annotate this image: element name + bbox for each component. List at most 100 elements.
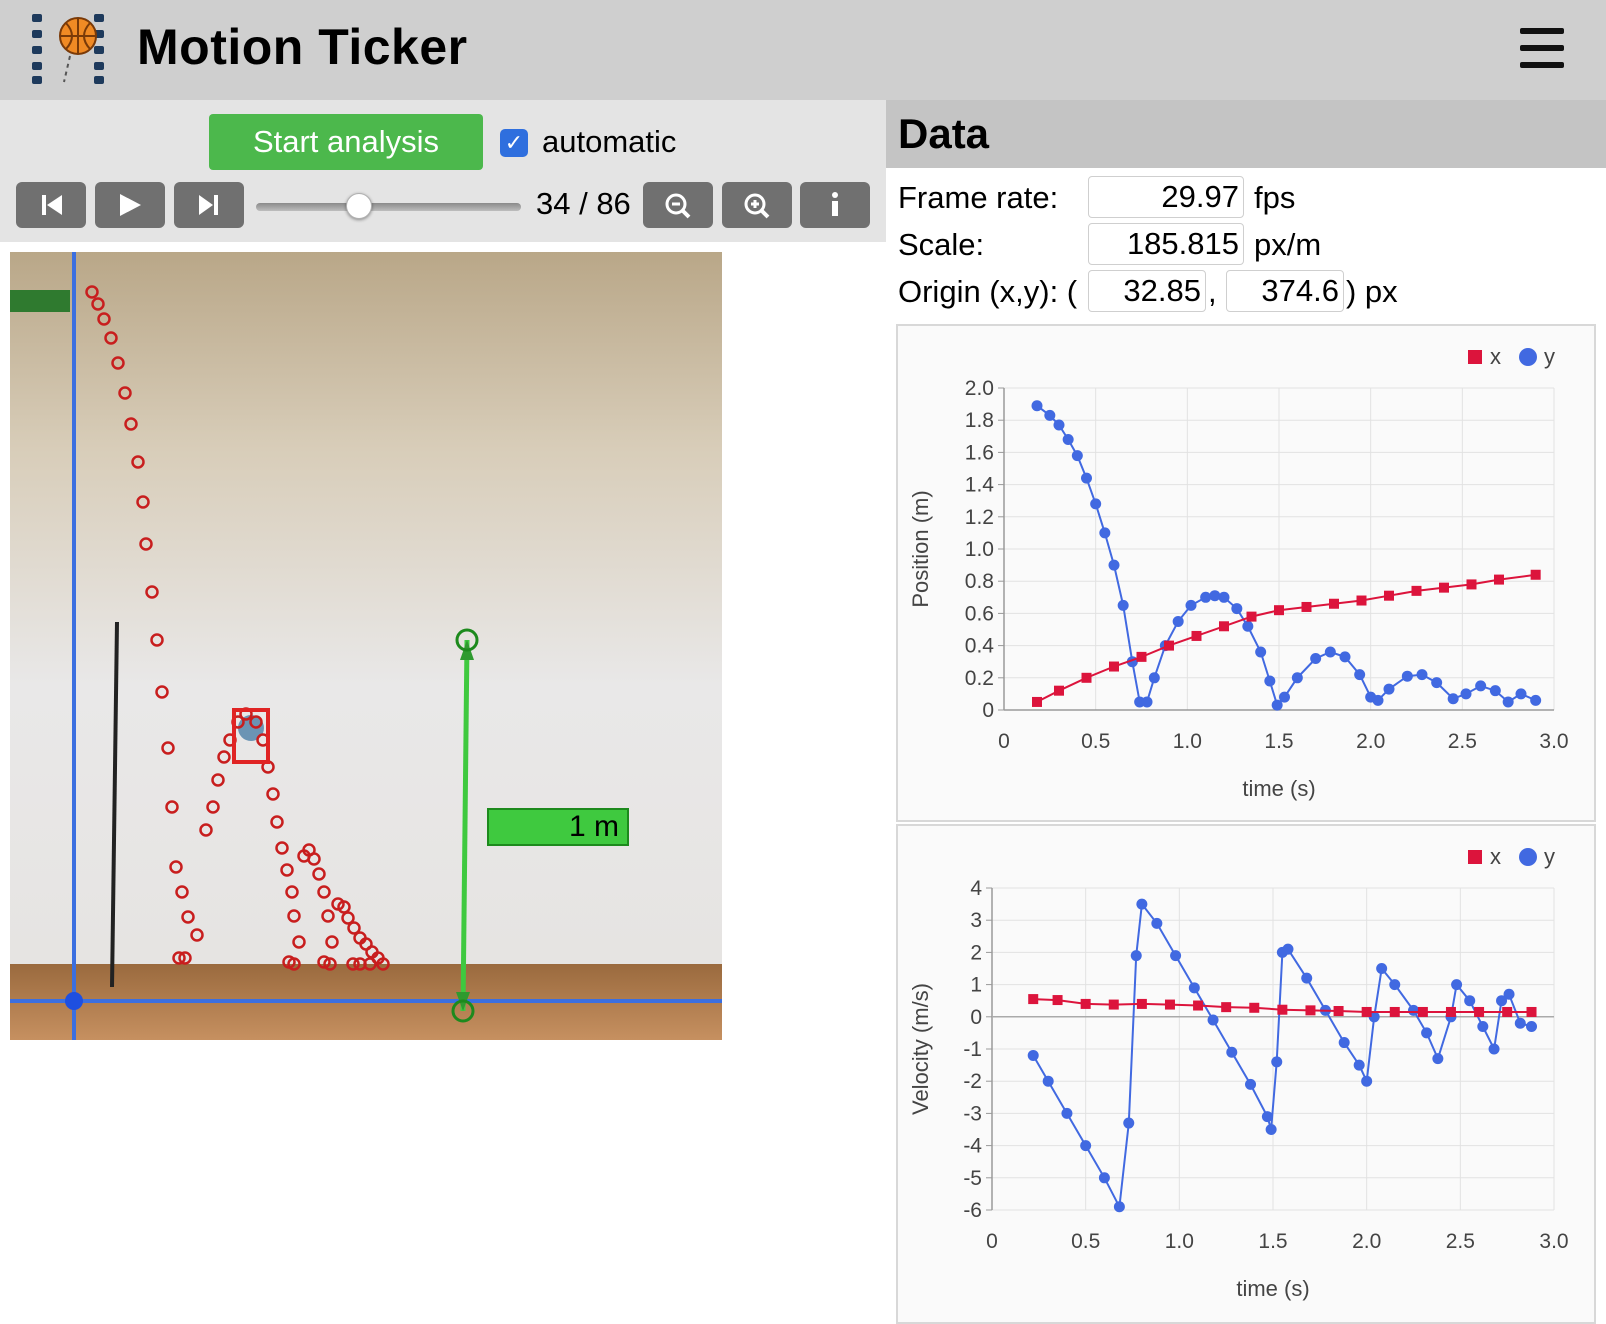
start-analysis-button[interactable]: Start analysis <box>209 114 483 170</box>
data-point-y <box>1401 670 1413 682</box>
tracking-box[interactable] <box>232 708 270 764</box>
data-point-x <box>1530 569 1541 580</box>
data-point-y <box>1408 1004 1419 1016</box>
zoom-in-icon <box>744 193 770 219</box>
origin-x-input[interactable] <box>1088 270 1206 312</box>
data-point-x <box>1439 582 1449 593</box>
x-tick-label: 2.5 <box>1448 730 1477 753</box>
tracked-point <box>118 386 132 400</box>
tracked-point <box>346 957 360 971</box>
data-point-x <box>1466 579 1477 590</box>
legend-x-marker <box>1468 350 1482 364</box>
play-button[interactable] <box>95 182 165 228</box>
data-point-y <box>1353 1059 1365 1071</box>
data-point-y <box>1339 651 1351 663</box>
y-axis-title: Velocity (m/s) <box>908 983 933 1115</box>
data-point-y <box>1200 591 1212 603</box>
x-axis-title: time (s) <box>1236 1276 1309 1301</box>
data-point-y <box>1141 696 1153 708</box>
data-point-y <box>1170 950 1182 962</box>
y-tick-label: 0 <box>970 1006 982 1029</box>
y-tick-label: -2 <box>963 1070 982 1093</box>
data-point-y <box>1338 1037 1350 1049</box>
tracked-point <box>287 909 301 923</box>
data-point-y <box>1071 450 1083 462</box>
y-tick-label: 1.4 <box>965 474 995 497</box>
data-point-y <box>1432 1053 1444 1065</box>
info-button[interactable] <box>800 182 870 228</box>
data-point-y <box>1279 691 1290 703</box>
data-point-y <box>1042 1075 1054 1087</box>
data-point-y <box>1389 979 1401 991</box>
tracked-point <box>169 860 183 874</box>
scale-bar-line[interactable] <box>460 639 470 1012</box>
skip-forward-button[interactable] <box>174 182 244 228</box>
frame-slider-thumb[interactable] <box>346 193 373 219</box>
data-point-x <box>1032 696 1042 707</box>
tracked-point <box>323 957 337 971</box>
y-tick-label: -3 <box>963 1102 982 1125</box>
scale-top-handle[interactable] <box>455 628 479 652</box>
tracked-point <box>111 356 125 370</box>
hamburger-menu-icon[interactable] <box>1520 28 1564 68</box>
origin-y-input[interactable] <box>1226 270 1344 312</box>
play-icon <box>120 194 141 216</box>
data-panel: Data Frame rate: fps Scale: px/m Origin … <box>886 100 1606 1324</box>
tracked-point <box>139 537 153 551</box>
video-frame[interactable]: 1 m <box>10 252 722 1040</box>
data-point-y <box>1265 1124 1277 1135</box>
automatic-label: automatic <box>542 124 677 159</box>
frame-slider[interactable] <box>256 203 521 211</box>
data-point-x <box>1301 601 1312 612</box>
data-point-x <box>1417 1006 1428 1017</box>
data-point-x <box>1080 998 1091 1009</box>
data-point-x <box>1052 995 1063 1006</box>
position-chart[interactable]: 0 0.5 1.0 1.5 2.0 2.5 3.0 0 0.2 0.4 0.6 0.8 1.0 1.2 1.… <box>896 324 1596 822</box>
y-tick-label: 1.0 <box>965 538 994 561</box>
frame-rate-unit: fps <box>1254 180 1296 215</box>
wall-background <box>10 252 722 1040</box>
scale-label-text: Scale: <box>898 227 985 262</box>
scale-unit: px/m <box>1254 227 1322 262</box>
data-point-y <box>1489 685 1501 697</box>
series-line-y <box>1036 404 1537 708</box>
data-point-y <box>1503 988 1515 1000</box>
legend-y-marker <box>1519 348 1537 366</box>
y-tick-label: 0.4 <box>965 635 995 658</box>
legend-x-label: x <box>1490 344 1501 369</box>
y-tick-label: -1 <box>963 1038 982 1061</box>
scale-input[interactable] <box>1088 223 1244 265</box>
legend-x-label: x <box>1490 844 1501 869</box>
data-point-y <box>1098 1172 1110 1184</box>
data-point-x <box>1277 1004 1288 1015</box>
y-tick-label: 0.8 <box>965 570 994 593</box>
tracked-point <box>312 867 326 881</box>
data-point-y <box>1044 409 1056 421</box>
data-point-y <box>1502 696 1514 708</box>
data-point-x <box>1081 672 1092 683</box>
automatic-checkbox[interactable]: ✓ <box>500 129 528 157</box>
tracked-point <box>275 841 289 855</box>
position-chart-svg: 0 0.5 1.0 1.5 2.0 2.5 3.0 0 0.2 0.4 0.6 0.8 1.0 1.2 1.… <box>908 344 1569 801</box>
data-point-y <box>1172 615 1184 627</box>
tracked-point <box>292 935 306 949</box>
tracked-point <box>206 800 220 814</box>
origin-handle[interactable] <box>65 992 83 1010</box>
tracked-point <box>266 787 280 801</box>
zoom-in-button[interactable] <box>722 182 792 228</box>
frame-rate-input[interactable] <box>1088 176 1244 218</box>
tracking-overlay <box>10 252 722 1040</box>
skip-back-button[interactable] <box>16 182 86 228</box>
tracked-point <box>363 957 377 971</box>
scale-bottom-handle[interactable] <box>451 999 475 1023</box>
origin-label: Origin (x,y): ( <box>898 274 1078 309</box>
data-point-x <box>1411 585 1422 596</box>
app-title: Motion Ticker <box>137 19 468 75</box>
velocity-chart[interactable]: 0 0.5 1.0 1.5 2.0 2.5 3.0 -6 -5 -4 -3 -2 -1 0 1 2 3 4 time… <box>896 824 1596 1324</box>
zoom-out-button[interactable] <box>643 182 713 228</box>
y-tick-label: 1 <box>970 974 982 997</box>
tracked-point <box>150 633 164 647</box>
data-point-y <box>1383 683 1395 695</box>
tracked-point <box>85 285 99 299</box>
data-point-y <box>1108 559 1120 571</box>
